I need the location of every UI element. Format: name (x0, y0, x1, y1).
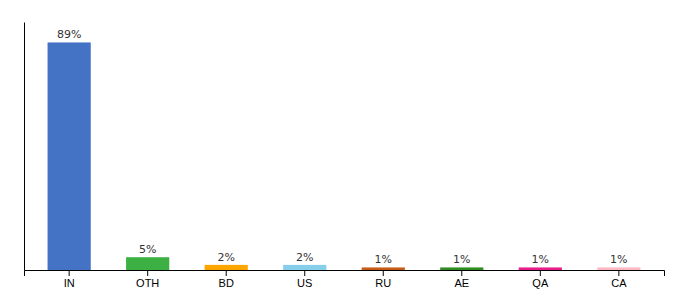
x-axis-line (25, 271, 665, 277)
plot: IN OTH BD US RU AE QA CA 89% 5% 2% 2% 1% 1% 1% 1% (25, 23, 665, 289)
data-labels: 89% 5% 2% 2% 1% 1% 1% 1% (57, 28, 628, 266)
x-tick: OTH (136, 270, 159, 289)
chart-container: IN OTH BD US RU AE QA CA 89% 5% 2% 2% 1% 1% 1% 1% (0, 0, 680, 300)
bar (283, 265, 326, 270)
x-tick-mark (69, 270, 70, 276)
x-tick: QA (532, 270, 549, 289)
y-axis (24, 23, 25, 271)
data-label: 1% (453, 253, 470, 266)
bar (519, 267, 562, 270)
x-axis: IN OTH BD US RU AE QA CA (25, 270, 665, 289)
x-tick: CA (611, 270, 627, 289)
x-tick: IN (64, 270, 75, 289)
x-tick-mark (226, 270, 227, 276)
x-tick-label: AE (454, 277, 469, 289)
data-label: 5% (139, 243, 156, 256)
bars (48, 42, 641, 270)
bar (126, 257, 169, 270)
chart-svg: IN OTH BD US RU AE QA CA 89% 5% 2% 2% 1% 1% 1% 1% (0, 0, 680, 300)
x-tick-label: IN (64, 277, 75, 289)
y-axis-line (24, 23, 25, 271)
bar (597, 267, 640, 270)
bar (48, 42, 91, 270)
data-label: 1% (375, 253, 392, 266)
x-tick: BD (219, 270, 234, 289)
bar (362, 267, 405, 270)
x-tick-mark (304, 270, 305, 276)
bar (205, 265, 248, 270)
x-tick: AE (454, 270, 469, 289)
x-tick-label: OTH (136, 277, 159, 289)
x-tick-mark (540, 270, 541, 276)
x-tick: RU (375, 270, 391, 289)
x-tick: US (297, 270, 312, 289)
x-tick-label: RU (375, 277, 391, 289)
data-label: 1% (610, 253, 627, 266)
data-label: 2% (217, 251, 234, 264)
x-tick-label: US (297, 277, 312, 289)
data-label: 1% (532, 253, 549, 266)
data-label: 2% (296, 251, 313, 264)
x-tick-mark (618, 270, 619, 276)
x-tick-mark (147, 270, 148, 276)
x-tick-label: BD (219, 277, 234, 289)
data-label: 89% (57, 28, 81, 41)
x-tick-label: CA (611, 277, 627, 289)
x-tick-mark (383, 270, 384, 276)
bar (440, 267, 483, 270)
x-tick-label: QA (532, 277, 549, 289)
x-tick-mark (461, 270, 462, 276)
